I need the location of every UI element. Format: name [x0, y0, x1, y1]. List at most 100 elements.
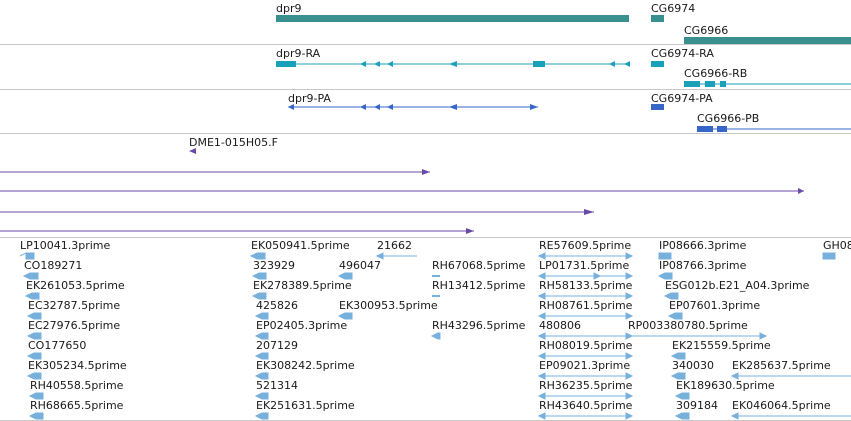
protein-cg6974-pa[interactable]: [651, 104, 664, 110]
est-label[interactable]: RH67068.5prime: [432, 259, 526, 272]
est-glyph[interactable]: [254, 312, 269, 320]
est-label[interactable]: EK046064.5prime: [732, 399, 831, 412]
est-glyph[interactable]: [22, 272, 39, 280]
est-label[interactable]: RP003380780.5prime: [628, 319, 748, 332]
est-label[interactable]: RH40558.5prime: [30, 379, 124, 392]
est-glyph[interactable]: [28, 412, 44, 420]
cdna-alignment[interactable]: [0, 228, 474, 234]
est-label[interactable]: 425826: [256, 299, 298, 312]
transcript-label[interactable]: CG6966-RB: [684, 67, 748, 80]
est-glyph[interactable]: [254, 372, 269, 380]
est-glyph[interactable]: [657, 272, 673, 280]
est-label[interactable]: 496047: [339, 259, 381, 272]
est-label[interactable]: EC32787.5prime: [28, 299, 121, 312]
est-label[interactable]: 340030: [672, 359, 714, 372]
est-label[interactable]: LP01731.5prime: [539, 259, 630, 272]
est-label[interactable]: EK251631.5prime: [256, 399, 355, 412]
est-label[interactable]: RH08019.5prime: [539, 339, 633, 352]
est-label[interactable]: EK050941.5prime: [251, 239, 350, 252]
est-glyph[interactable]: [26, 332, 42, 340]
est-label[interactable]: RH08761.5prime: [539, 299, 633, 312]
cdna-alignment[interactable]: [0, 209, 594, 215]
est-label[interactable]: EP09021.3prime: [539, 359, 631, 372]
est-glyph[interactable]: [337, 312, 353, 320]
est-label[interactable]: EP02405.3prime: [256, 319, 348, 332]
est-label[interactable]: CO177650: [28, 339, 87, 352]
est-label[interactable]: EK300953.5prime: [339, 299, 438, 312]
est-label[interactable]: EK189630.5prime: [676, 379, 775, 392]
est-label[interactable]: 207129: [256, 339, 298, 352]
gene-label[interactable]: CG6966: [684, 24, 729, 37]
est-label[interactable]: 480806: [539, 319, 581, 332]
est-label[interactable]: EK285637.5prime: [732, 359, 831, 372]
est-label[interactable]: EP07601.3prime: [669, 299, 761, 312]
est-glyph[interactable]: [19, 252, 35, 260]
est-label[interactable]: GH08: [823, 239, 851, 252]
est-glyph[interactable]: [658, 252, 672, 260]
est-label[interactable]: ESG012b.E21_A04.3prime: [665, 279, 810, 292]
est-glyph[interactable]: [667, 312, 683, 320]
est-label[interactable]: 323929: [253, 259, 295, 272]
transcript-cg6966-rb[interactable]: [684, 81, 851, 87]
est-label[interactable]: EC27976.5prime: [28, 319, 121, 332]
est-glyph[interactable]: [26, 312, 42, 320]
est-label[interactable]: 309184: [676, 399, 718, 412]
est-label[interactable]: RH68665.5prime: [30, 399, 124, 412]
est-label[interactable]: IP08666.3prime: [659, 239, 747, 252]
est-label[interactable]: RH13412.5prime: [432, 279, 526, 292]
cdna-label[interactable]: DME1-015H05.F: [189, 136, 278, 149]
gene-cg6974[interactable]: [651, 15, 664, 22]
est-label[interactable]: EK305234.5prime: [28, 359, 127, 372]
gene-dpr9[interactable]: [276, 15, 629, 22]
cdna-dme1-015h05-f[interactable]: [189, 148, 196, 154]
est-label[interactable]: EK308242.5prime: [256, 359, 355, 372]
est-glyph[interactable]: [254, 332, 269, 340]
protein-dpr9-pa[interactable]: [288, 104, 538, 110]
est-label[interactable]: EK261053.5prime: [26, 279, 125, 292]
est-glyph[interactable]: [674, 412, 690, 420]
est-glyph[interactable]: [251, 272, 267, 280]
protein-label[interactable]: CG6966-PB: [697, 112, 760, 125]
est-glyph[interactable]: [254, 392, 269, 400]
est-glyph[interactable]: [670, 352, 686, 360]
est-label[interactable]: RH43296.5prime: [432, 319, 526, 332]
est-glyph[interactable]: [254, 412, 269, 420]
est-glyph[interactable]: [26, 372, 42, 380]
est-label[interactable]: LP10041.3prime: [20, 239, 111, 252]
protein-cg6966-pb[interactable]: [697, 126, 851, 132]
est-label[interactable]: EK215559.5prime: [672, 339, 771, 352]
est-glyph[interactable]: [254, 352, 269, 360]
est-label[interactable]: EK278389.5prime: [253, 279, 352, 292]
est-glyph[interactable]: [24, 292, 40, 300]
transcript-cg6974-ra[interactable]: [651, 61, 664, 67]
est-glyph[interactable]: [430, 332, 441, 340]
est-glyph[interactable]: [822, 252, 836, 260]
est-glyph[interactable]: [249, 252, 266, 260]
est-glyph[interactable]: [28, 392, 44, 400]
est-label[interactable]: IP08766.3prime: [659, 259, 747, 272]
est-label[interactable]: RE57609.5prime: [539, 239, 632, 252]
est-label[interactable]: 21662: [377, 239, 412, 252]
est-glyph[interactable]: [337, 272, 353, 280]
gene-label[interactable]: dpr9: [276, 2, 302, 15]
gene-label[interactable]: CG6974: [651, 2, 696, 15]
protein-label[interactable]: CG6974-PA: [651, 92, 713, 105]
est-glyph[interactable]: [663, 292, 679, 300]
transcript-label[interactable]: CG6974-RA: [651, 47, 714, 60]
transcript-label[interactable]: dpr9-RA: [276, 47, 321, 60]
cdna-alignment[interactable]: [0, 188, 804, 194]
est-glyph[interactable]: [670, 372, 686, 380]
est-label[interactable]: CO189271: [24, 259, 83, 272]
est-label[interactable]: 521314: [256, 379, 298, 392]
est-label[interactable]: RH36235.5prime: [539, 379, 633, 392]
cdna-alignment[interactable]: [0, 169, 430, 175]
est-glyph[interactable]: [251, 292, 267, 300]
transcript-dpr9-ra[interactable]: [276, 61, 630, 67]
est-label[interactable]: RH58133.5prime: [539, 279, 633, 292]
protein-label[interactable]: dpr9-PA: [288, 92, 331, 105]
est-glyph[interactable]: [674, 392, 690, 400]
est-label[interactable]: RH43640.5prime: [539, 399, 633, 412]
est-glyph[interactable]: [26, 352, 42, 360]
gene-cg6966[interactable]: [684, 37, 851, 44]
